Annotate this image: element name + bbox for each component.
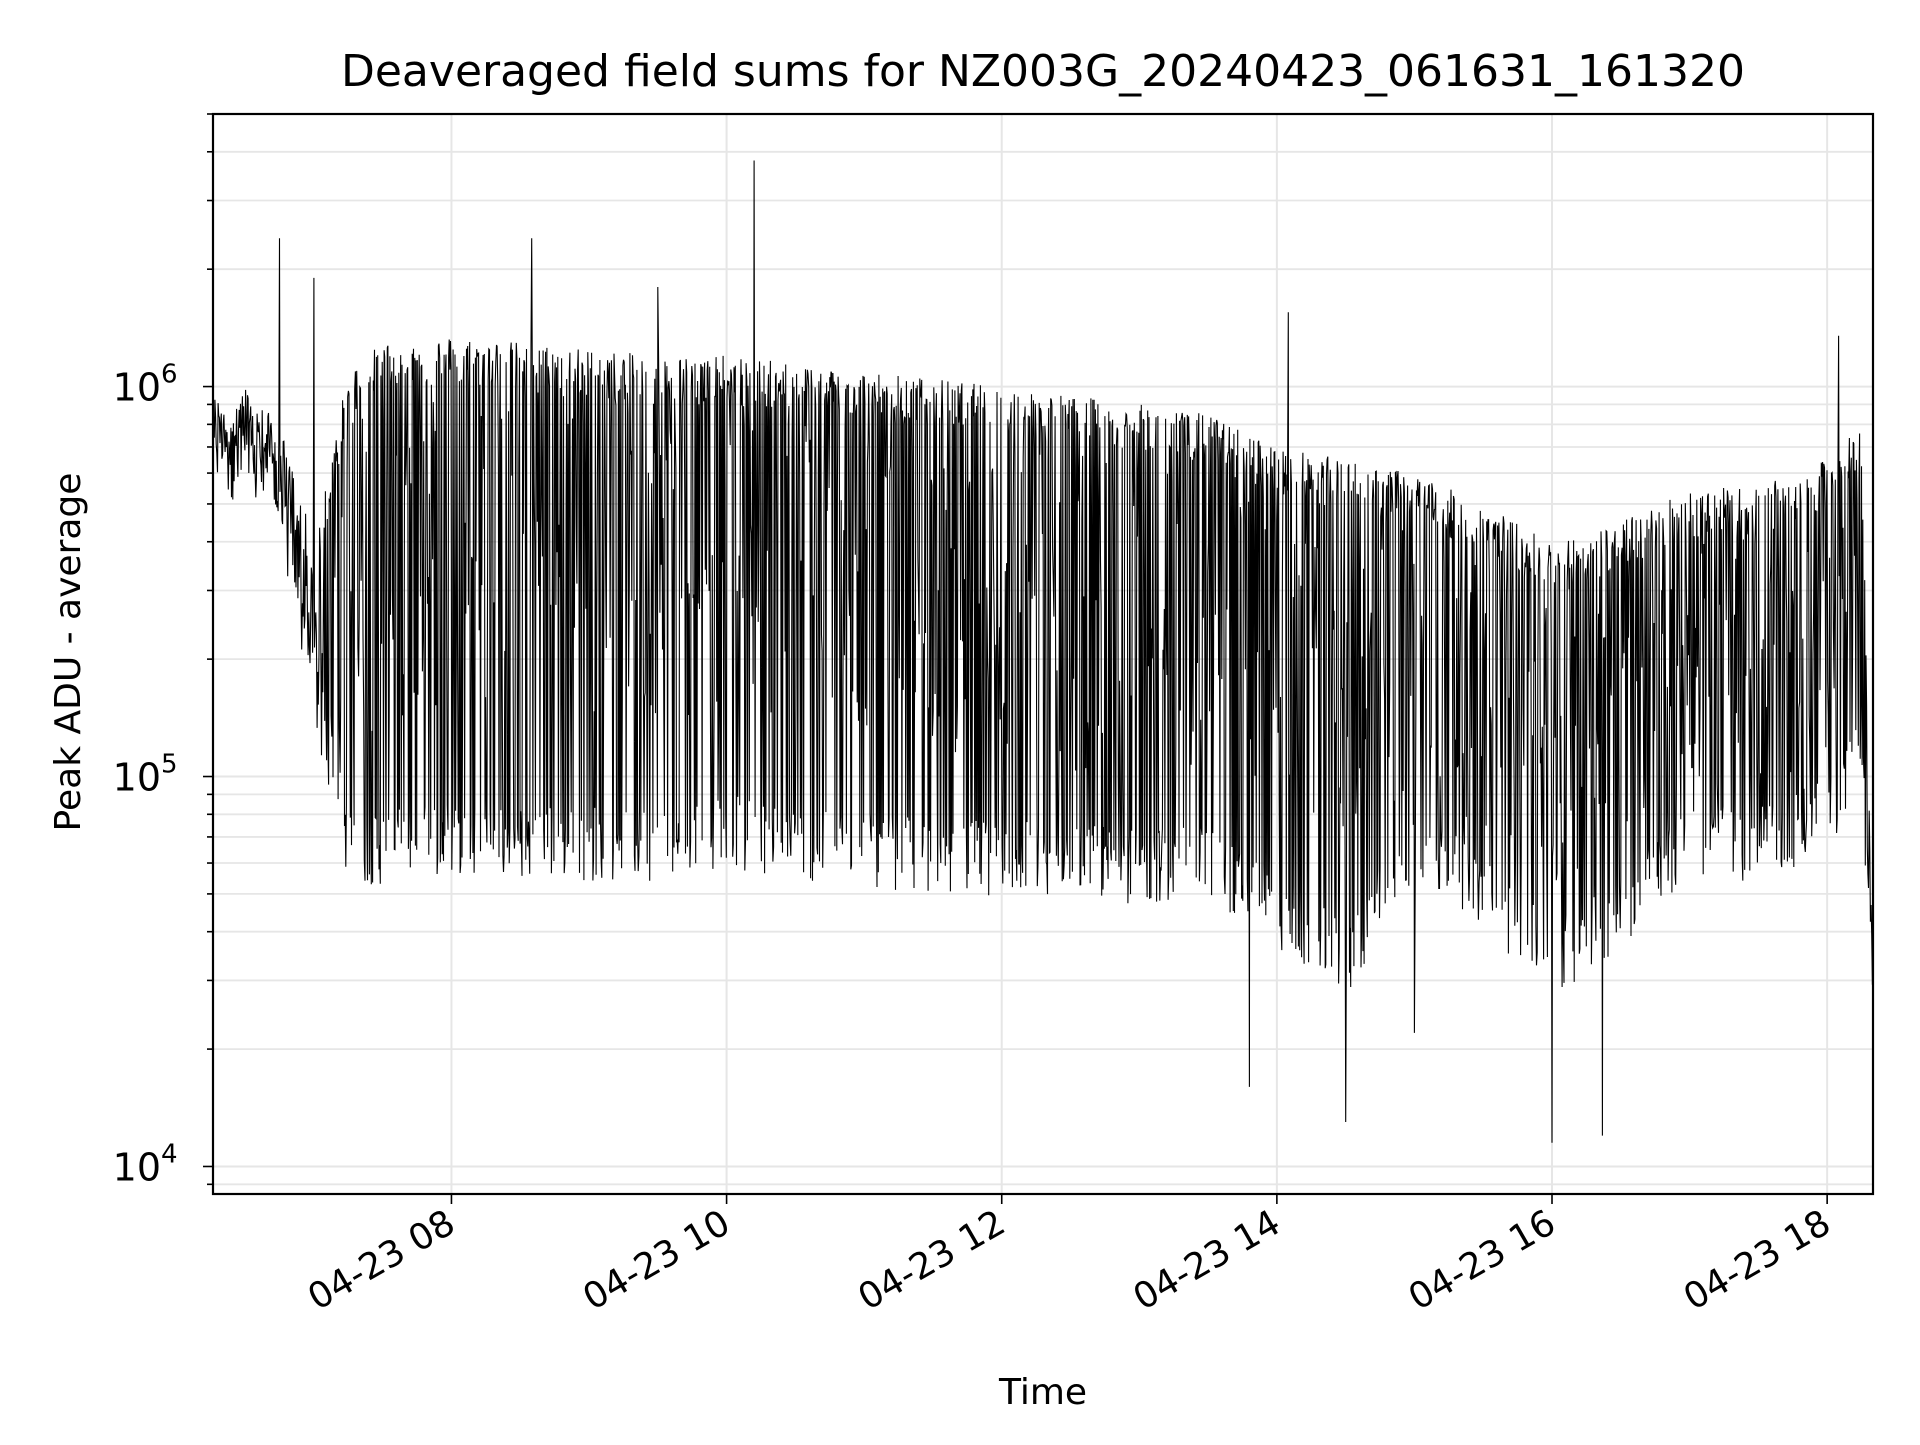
- y-tick-label: 10: [113, 756, 161, 800]
- y-tick-exponent: 6: [161, 360, 178, 390]
- y-tick-exponent: 4: [161, 1139, 178, 1169]
- data-layer: [212, 160, 1874, 1143]
- y-tick-label: 10: [113, 1145, 161, 1189]
- y-axis-label: Peak ADU - average: [48, 473, 89, 832]
- plot-frame: [211, 112, 1875, 1196]
- y-tick-exponent: 5: [161, 750, 178, 780]
- x-axis-label: Time: [998, 1372, 1087, 1413]
- data-line: [212, 160, 1874, 1143]
- y-tick-label: 10: [113, 366, 161, 410]
- chart-title: Deaveraged field sums for NZ003G_2024042…: [341, 46, 1745, 97]
